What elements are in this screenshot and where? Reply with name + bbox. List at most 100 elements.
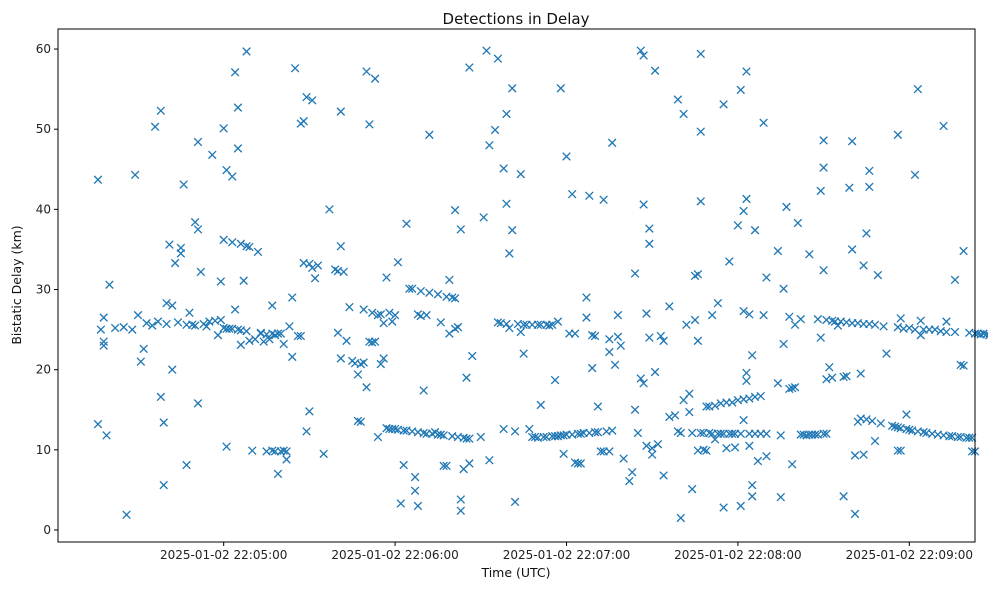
data-point <box>516 327 526 337</box>
data-point <box>265 334 274 344</box>
data-point <box>293 331 303 341</box>
data-point <box>819 163 828 172</box>
data-point <box>639 379 648 388</box>
data-point <box>439 461 448 471</box>
data-point <box>353 370 363 379</box>
data-point <box>267 446 277 455</box>
data-point <box>165 240 174 249</box>
data-point <box>279 339 288 349</box>
data-point <box>736 501 746 511</box>
data-point <box>896 446 905 455</box>
data-point <box>713 298 723 308</box>
data-point <box>865 182 874 192</box>
data-point <box>273 329 283 338</box>
data-point <box>202 322 211 331</box>
data-point <box>816 186 825 196</box>
data-point <box>876 419 885 428</box>
data-point <box>699 445 708 455</box>
data-point <box>307 263 317 273</box>
data-point <box>170 258 180 268</box>
data-point <box>190 217 200 227</box>
data-point <box>465 459 474 468</box>
data-point <box>656 331 666 341</box>
data-point <box>842 371 851 381</box>
data-point <box>493 318 503 327</box>
data-point <box>687 428 697 438</box>
data-point <box>530 432 540 442</box>
data-point <box>305 259 314 269</box>
data-point <box>567 189 577 199</box>
data-point <box>785 384 794 394</box>
data-point <box>673 95 683 104</box>
data-point <box>230 68 240 77</box>
data-point <box>810 430 820 439</box>
data-point <box>727 398 737 407</box>
data-point <box>747 480 757 490</box>
data-point <box>645 333 654 342</box>
data-point <box>845 183 854 192</box>
data-point <box>190 321 200 330</box>
data-point <box>865 166 874 176</box>
data-point <box>376 359 386 369</box>
data-point <box>219 124 228 133</box>
data-point <box>745 394 754 403</box>
data-point <box>827 373 837 382</box>
data-point <box>793 218 803 228</box>
data-point <box>499 424 508 434</box>
data-point <box>282 455 291 464</box>
data-point <box>253 247 263 257</box>
data-point <box>150 122 160 132</box>
data-point <box>510 497 520 507</box>
data-point <box>859 450 868 459</box>
data-point <box>736 85 746 95</box>
data-point <box>819 136 828 145</box>
data-point <box>245 336 254 346</box>
data-point <box>122 510 131 520</box>
data-point <box>665 302 674 311</box>
data-point <box>273 469 283 479</box>
data-point <box>168 301 177 310</box>
data-point <box>310 274 320 283</box>
data-point <box>505 249 514 258</box>
data-point <box>916 316 925 326</box>
data-point <box>219 235 228 245</box>
y-tick-label: 40 <box>36 202 51 216</box>
data-point <box>130 170 140 180</box>
data-point <box>242 326 251 336</box>
data-point <box>233 144 243 153</box>
data-point <box>233 325 243 334</box>
data-point <box>742 194 751 204</box>
data-point <box>276 329 286 338</box>
data-point <box>136 357 146 366</box>
data-point <box>247 446 257 455</box>
data-point <box>402 219 411 229</box>
data-point <box>779 284 788 293</box>
data-point <box>862 229 871 238</box>
data-point <box>582 293 591 302</box>
data-point <box>939 121 948 131</box>
data-point <box>725 257 734 266</box>
data-point <box>716 429 726 439</box>
data-point <box>319 449 328 459</box>
data-point <box>502 319 511 329</box>
data-point <box>227 172 237 181</box>
data-point <box>533 320 543 330</box>
data-point <box>519 349 528 358</box>
data-point <box>645 224 654 233</box>
data-point <box>893 446 903 455</box>
data-point <box>450 294 460 303</box>
data-point <box>593 427 603 437</box>
data-point <box>99 313 108 322</box>
y-tick-label: 50 <box>36 122 51 136</box>
data-point <box>659 336 668 346</box>
data-point <box>702 446 711 455</box>
plot-frame <box>57 28 976 543</box>
data-point <box>647 443 657 453</box>
data-point <box>433 290 443 299</box>
data-point <box>465 434 474 443</box>
data-point <box>782 202 791 212</box>
data-point <box>447 293 457 302</box>
data-point <box>742 376 751 386</box>
y-axis: 0 10 20 30 40 50 60 <box>36 42 58 537</box>
